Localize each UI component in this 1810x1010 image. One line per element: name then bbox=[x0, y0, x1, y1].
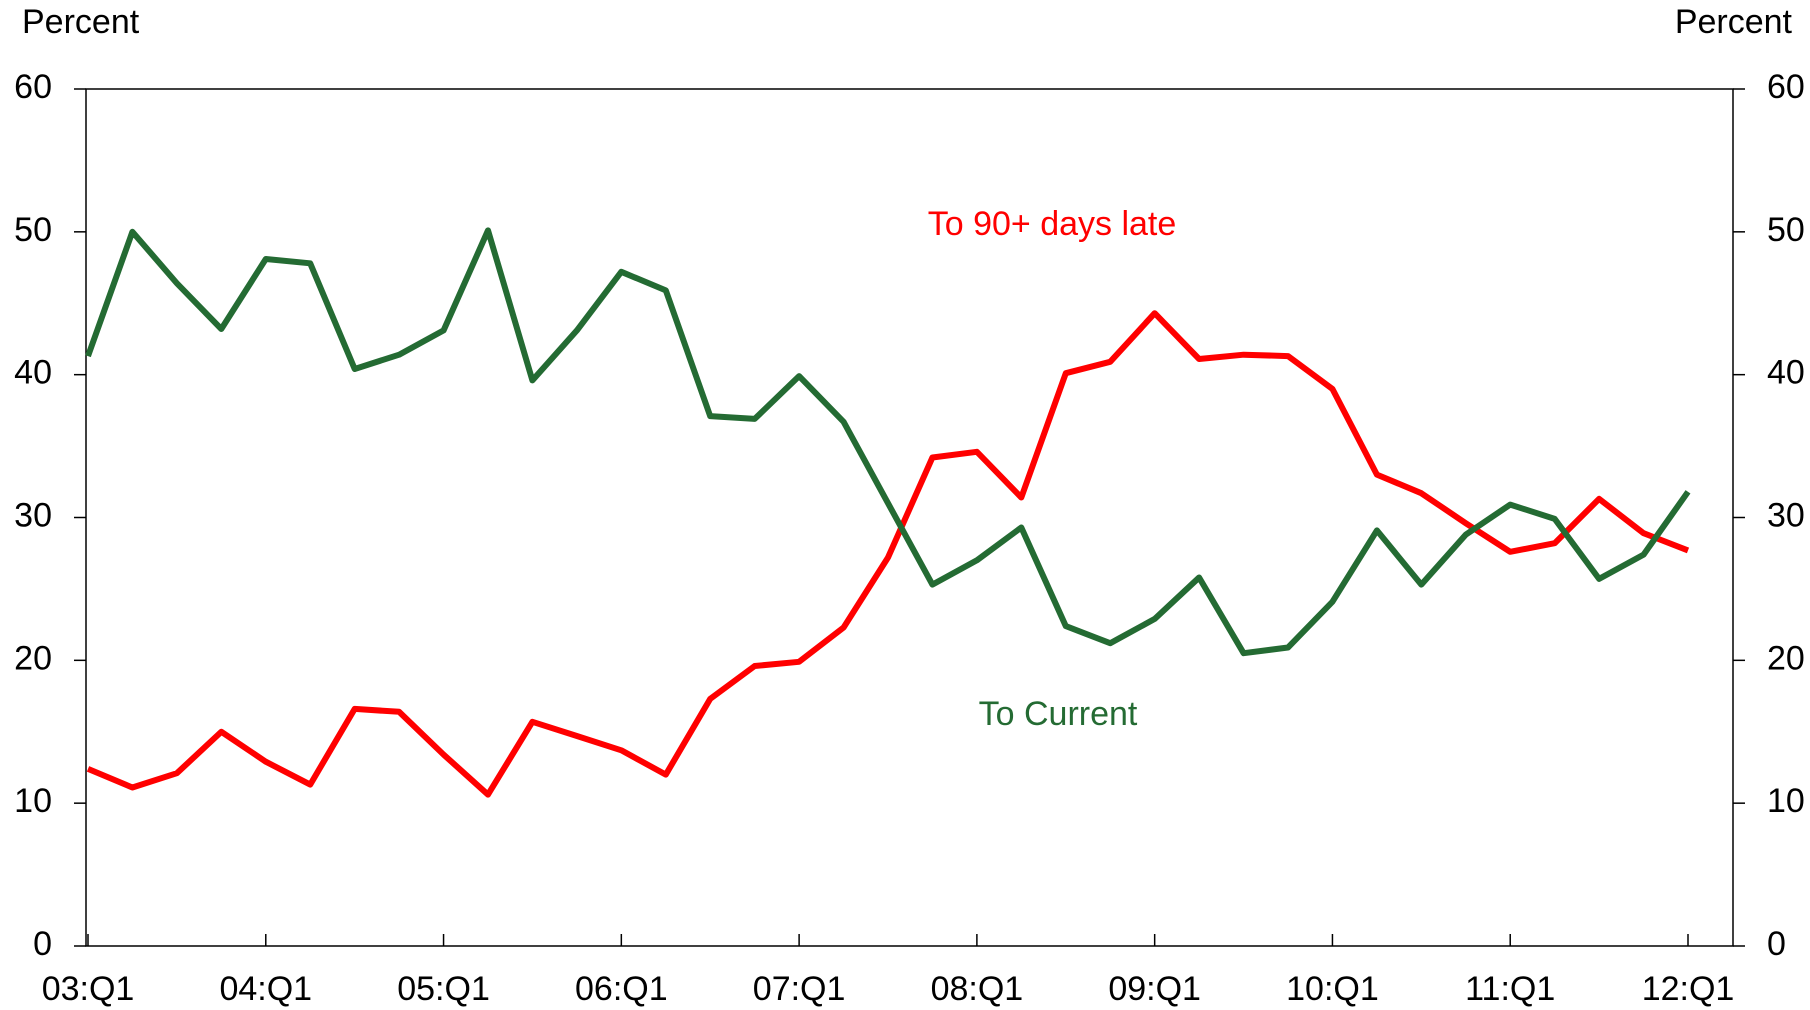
x-tick-label: 08:Q1 bbox=[931, 970, 1024, 1008]
x-tick-label: 11:Q1 bbox=[1465, 970, 1555, 1008]
x-tick-label: 03:Q1 bbox=[42, 970, 135, 1008]
y-tick-label: 0 bbox=[33, 925, 52, 963]
series-label: To 90+ days late bbox=[928, 205, 1177, 243]
y2-tick-label: 50 bbox=[1767, 211, 1805, 249]
x-tick-label: 10:Q1 bbox=[1286, 970, 1379, 1008]
y2-tick-label: 0 bbox=[1767, 925, 1786, 963]
y-tick-label: 30 bbox=[14, 496, 52, 534]
y-tick-label: 50 bbox=[14, 211, 52, 249]
y2-tick-label: 40 bbox=[1767, 354, 1805, 392]
y2-tick-label: 10 bbox=[1767, 782, 1805, 820]
x-tick-label: 06:Q1 bbox=[575, 970, 668, 1008]
x-tick-label: 05:Q1 bbox=[397, 970, 490, 1008]
y2-tick-label: 30 bbox=[1767, 496, 1805, 534]
y-tick-label: 10 bbox=[14, 782, 52, 820]
y-axis-label: Percent bbox=[22, 3, 140, 41]
x-tick-label: 04:Q1 bbox=[219, 970, 312, 1008]
x-tick-label: 12:Q1 bbox=[1642, 970, 1735, 1008]
y2-axis-label: Percent bbox=[1675, 3, 1793, 41]
y-tick-label: 60 bbox=[14, 68, 52, 106]
series-label: To Current bbox=[979, 695, 1138, 733]
y-tick-label: 20 bbox=[14, 639, 52, 677]
y-tick-label: 40 bbox=[14, 354, 52, 392]
x-tick-label: 07:Q1 bbox=[753, 970, 846, 1008]
x-tick-label: 09:Q1 bbox=[1108, 970, 1201, 1008]
y2-tick-label: 60 bbox=[1767, 68, 1805, 106]
y2-tick-label: 20 bbox=[1767, 639, 1805, 677]
series-line bbox=[86, 310, 1690, 798]
series-line bbox=[85, 227, 1691, 657]
